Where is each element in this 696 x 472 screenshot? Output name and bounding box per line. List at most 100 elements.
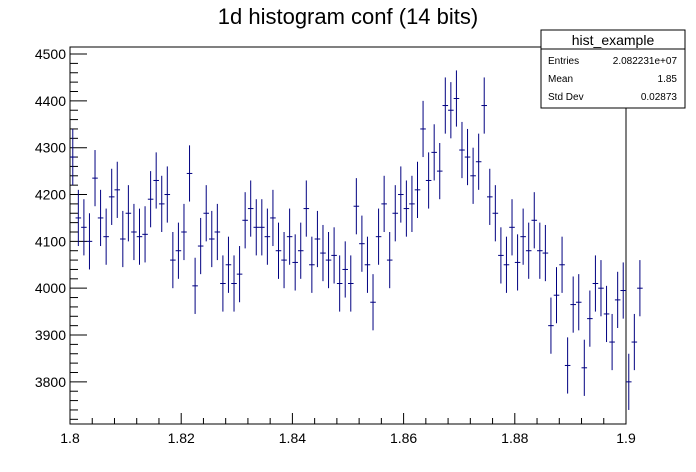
histogram-bin <box>637 260 643 317</box>
histogram-bin <box>570 276 576 333</box>
histogram-bin <box>353 178 360 235</box>
histogram-bin <box>531 192 538 249</box>
histogram-bin <box>509 199 515 256</box>
histogram-bin <box>498 227 504 284</box>
histogram-bin <box>420 100 426 158</box>
histogram-bin <box>270 189 276 247</box>
histogram-bin <box>92 150 98 207</box>
x-axis: 1.8 1.82 1.84 1.86 1.88 1.9 <box>60 413 636 446</box>
histogram-bin <box>114 161 121 218</box>
histogram-bin <box>242 192 248 249</box>
histogram-bin <box>587 290 593 347</box>
histogram-bin <box>470 147 476 204</box>
histogram-bin <box>209 210 215 268</box>
x-tick-label: 1.86 <box>390 430 417 446</box>
histogram-bin <box>158 175 165 232</box>
histogram-bin <box>131 203 137 261</box>
stats-label-mean: Mean <box>548 74 573 85</box>
histogram-bin <box>325 231 332 289</box>
histogram-bin <box>247 180 254 237</box>
stats-label-stddev: Std Dev <box>548 92 584 103</box>
histogram-bin <box>297 222 304 279</box>
y-tick-label: 4500 <box>35 46 66 62</box>
histogram-bin <box>225 236 232 293</box>
histogram-bin <box>142 206 148 263</box>
histogram-bin <box>236 246 243 303</box>
stats-title: hist_example <box>572 32 655 48</box>
histogram-bin <box>475 133 482 190</box>
histogram-bin <box>264 208 271 265</box>
histogram-bins <box>70 70 643 410</box>
histogram-bin <box>553 267 560 324</box>
histogram-bin <box>542 224 549 282</box>
histogram-bin <box>303 180 310 237</box>
histogram-bin <box>403 180 410 237</box>
histogram-bin <box>192 257 198 314</box>
y-tick-label: 4000 <box>35 280 66 296</box>
histogram-bin <box>459 121 465 179</box>
histogram-bin <box>70 128 76 186</box>
histogram-bin <box>103 208 109 265</box>
x-tick-label: 1.88 <box>501 430 528 446</box>
histogram-bin <box>592 255 599 312</box>
histogram-bin <box>359 215 365 272</box>
x-tick-label: 1.8 <box>60 430 80 446</box>
histogram-bin <box>259 199 265 256</box>
histogram-bin <box>181 203 187 261</box>
chart-title: 1d histogram conf (14 bits) <box>218 4 478 29</box>
histogram-bin <box>275 222 282 279</box>
histogram-bin <box>286 208 293 265</box>
histogram-bin <box>425 152 432 209</box>
histogram-bin <box>108 168 115 225</box>
histogram-bin <box>97 189 104 247</box>
histogram-bin <box>386 231 393 289</box>
histogram-bin <box>170 231 176 289</box>
histogram-bin <box>414 161 421 218</box>
stats-value-mean: 1.85 <box>658 74 678 85</box>
histogram-bin <box>292 234 298 291</box>
histogram-bin <box>203 185 209 242</box>
histogram-bin <box>464 128 471 186</box>
plot-frame <box>69 46 627 425</box>
histogram-bin <box>81 199 87 256</box>
y-axis: 3800 3900 4000 4100 4200 4300 4400 4500 <box>35 46 87 420</box>
histogram-bin <box>431 124 437 181</box>
histogram-bin <box>320 224 326 282</box>
histogram-bin <box>253 199 260 256</box>
histogram-bin <box>214 203 221 261</box>
histogram-bin <box>309 236 315 293</box>
histogram-bin <box>147 171 154 228</box>
histogram-bin <box>537 222 543 279</box>
x-tick-label: 1.9 <box>616 430 636 446</box>
x-tick-label: 1.82 <box>168 430 195 446</box>
y-tick-label: 3900 <box>35 327 66 343</box>
histogram-bin <box>164 166 171 223</box>
histogram-bin <box>86 213 93 270</box>
histogram-bin <box>175 222 182 279</box>
histogram-bin <box>614 271 621 328</box>
histogram-bin <box>220 255 226 312</box>
histogram-bin <box>559 236 565 293</box>
y-tick-label: 3800 <box>35 374 66 390</box>
histogram-bin <box>620 262 626 319</box>
histogram-bin <box>120 210 126 268</box>
histogram-bin <box>364 236 371 293</box>
histogram-bin <box>481 77 487 134</box>
histogram-bin <box>436 143 443 200</box>
histogram-bin <box>75 189 82 247</box>
histogram-bin <box>520 208 526 265</box>
histogram-bin <box>381 175 387 232</box>
histogram-bin <box>331 227 337 284</box>
histogram-bin <box>525 222 532 279</box>
histogram-bin <box>548 297 554 354</box>
stats-label-entries: Entries <box>548 56 579 67</box>
histogram-bin <box>514 234 521 291</box>
histogram-bin <box>375 208 382 265</box>
y-tick-label: 4100 <box>35 233 66 249</box>
histogram-bin <box>609 313 615 371</box>
y-tick-label: 4300 <box>35 140 66 156</box>
histogram-bin <box>314 210 321 268</box>
histogram-bin <box>342 241 348 298</box>
histogram-bin <box>487 168 493 225</box>
